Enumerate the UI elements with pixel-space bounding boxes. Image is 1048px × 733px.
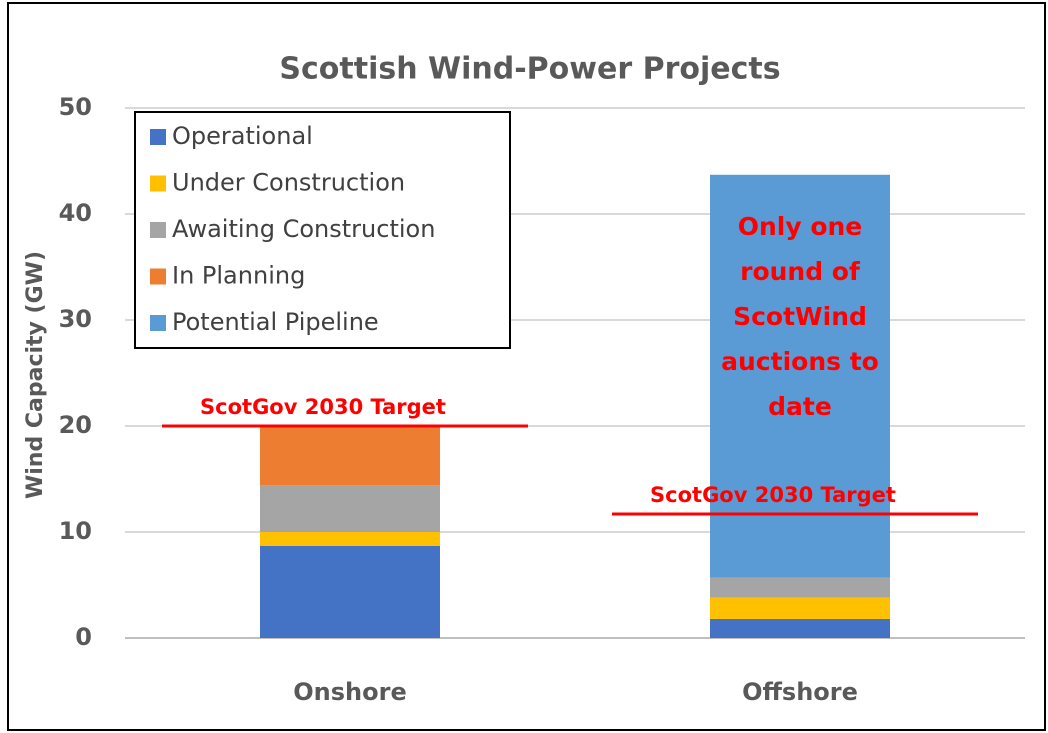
chart-title: Scottish Wind-Power Projects [279,52,780,87]
bar-segment [260,545,440,638]
annotation: Only one [738,212,863,241]
y-tick-label: 40 [59,199,92,227]
y-tick-label: 50 [59,93,92,121]
y-tick-label: 0 [75,623,92,651]
legend-swatch [150,315,166,331]
bar-segment [710,174,890,578]
legend-swatch [150,175,166,192]
annotation: round of [740,257,861,286]
bar-segment [710,577,890,598]
bar-segment [710,618,890,638]
bar-segment [260,426,440,486]
legend-label: Potential Pipeline [172,308,379,336]
legend-swatch [150,129,166,145]
legend-swatch [150,222,166,238]
x-tick-label: Onshore [293,678,406,706]
legend-swatch [150,268,166,285]
target-label: ScotGov 2030 Target [200,395,446,419]
annotation: date [768,392,832,421]
legend-box [134,111,511,349]
bar-segment [260,532,440,546]
y-tick-label: 30 [59,305,92,333]
legend-label: In Planning [172,262,305,290]
target-label: ScotGov 2030 Target [650,483,896,507]
legend-label: Operational [172,122,313,150]
legend-label: Under Construction [172,169,405,197]
x-tick-label: Offshore [742,678,858,706]
annotation: ScotWind [733,302,867,331]
y-tick-label: 20 [59,411,92,439]
bar-segment [260,485,440,532]
bar-segment [710,597,890,619]
legend-label: Awaiting Construction [172,215,435,243]
annotation: auctions to [721,347,879,376]
y-axis-title: Wind Capacity (GW) [23,251,48,499]
y-tick-label: 10 [59,517,92,545]
